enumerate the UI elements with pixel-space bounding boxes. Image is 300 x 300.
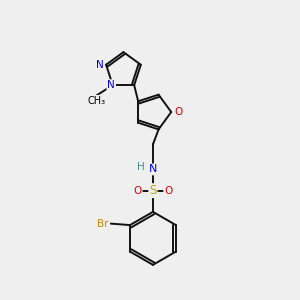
Text: N: N (107, 80, 115, 90)
Text: S: S (149, 184, 157, 197)
Text: CH₃: CH₃ (88, 96, 106, 106)
Text: N: N (149, 164, 157, 174)
Text: N: N (96, 60, 104, 70)
Text: Br: Br (97, 219, 109, 229)
Text: O: O (134, 186, 142, 196)
Text: O: O (175, 107, 183, 117)
Text: H: H (137, 162, 145, 172)
Text: O: O (164, 186, 172, 196)
